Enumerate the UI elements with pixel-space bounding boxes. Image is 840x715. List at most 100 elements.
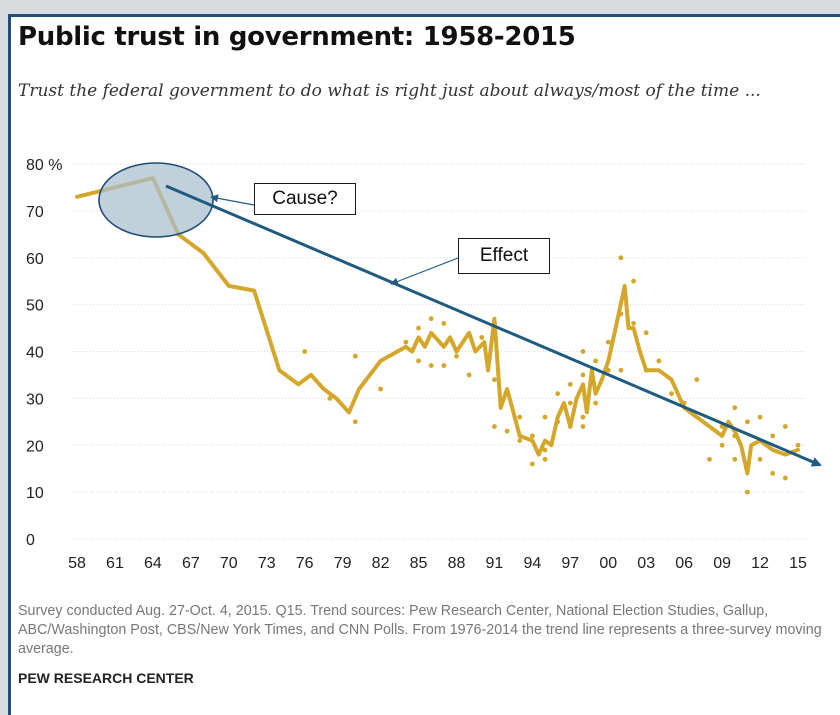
survey-dot [618,255,624,261]
x-tick-label: 88 [448,555,466,572]
survey-dot [492,424,497,429]
survey-dot [580,372,586,378]
x-tick-label: 61 [106,555,124,572]
x-tick-label: 06 [675,555,693,572]
footnote: Survey conducted Aug. 27-Oct. 4, 2015. Q… [18,603,822,657]
x-tick-label: 64 [144,555,162,572]
survey-dot [517,438,523,443]
survey-dot [403,339,409,345]
survey-dot [631,278,636,284]
effect-callout: Effect [458,238,550,274]
survey-dot [567,400,573,406]
source-credit: PEW RESEARCH CENTER [18,670,194,686]
survey-dot [504,428,510,434]
survey-dot [542,447,548,453]
survey-dot [707,456,712,462]
effect-pointer-arrow [390,257,459,286]
survey-dot [770,470,776,476]
x-tick-label: 79 [334,555,352,572]
x-tick-label: 91 [486,555,504,572]
survey-dot [529,461,535,467]
chart-frame [8,14,840,715]
x-tick-label: 70 [220,555,238,572]
survey-dot [580,414,586,420]
survey-dot [479,335,485,340]
survey-dot [441,363,447,368]
y-tick-labels: 0 10 20 30 40 50 60 70 80 % [26,157,62,549]
x-tick-label: 82 [372,555,390,572]
survey-dot [302,349,308,354]
x-tick-labels: 58 61 64 67 70 73 76 79 82 85 88 91 94 97 00 03 06 09 12 15 [68,555,807,572]
survey-dot [757,456,763,462]
survey-dot [428,363,434,368]
y-tick-label: 30 [26,391,44,408]
cause-pointer-arrow [210,194,255,206]
survey-dot [378,386,383,392]
chart-title: Public trust in government: 1958-2015 [18,22,576,52]
gridlines [72,163,805,540]
survey-dot [466,372,472,378]
x-tick-label: 58 [68,555,86,572]
y-tick-label: 60 [26,251,44,268]
x-tick-label: 85 [410,555,428,572]
survey-dot [782,424,788,429]
survey-dot [669,391,674,397]
cause-callout: Cause? [254,183,356,215]
survey-dot [352,353,358,359]
survey-dot [757,414,763,420]
survey-dot [352,419,358,425]
survey-dot [656,358,662,364]
y-tick-label: 70 [26,204,44,221]
x-tick-label: 76 [296,555,314,572]
x-tick-label: 12 [751,555,769,572]
x-tick-label: 73 [258,555,276,572]
effect-arrow [165,184,822,467]
survey-dot [529,433,535,439]
survey-dot [593,358,599,364]
survey-dot [732,456,738,462]
survey-dot [441,320,447,326]
x-tick-label: 94 [523,555,541,572]
x-tick-label: 97 [561,555,579,572]
x-tick-label: 03 [637,555,655,572]
survey-dot [745,419,750,425]
survey-dot [428,316,434,322]
survey-dot [555,391,561,397]
survey-dot [732,405,738,411]
survey-dot [618,367,624,373]
survey-dot [795,442,801,448]
x-tick-label: 15 [789,555,807,572]
survey-dot [593,400,599,406]
y-tick-label: 80 % [26,157,62,174]
survey-dot [719,442,725,448]
survey-dot [542,456,548,462]
survey-dot [605,339,611,345]
trust-chart: 0 10 20 30 40 50 60 70 80 % 58 61 64 67 70 73 76 79 82 85… [26,157,822,572]
survey-dot [782,475,788,481]
survey-dot [416,325,421,331]
trend-line [75,176,800,476]
survey-dot [631,320,636,326]
x-tick-label: 67 [182,555,200,572]
survey-dot [327,395,333,401]
survey-dot [517,414,523,420]
y-tick-label: 20 [26,438,44,455]
survey-dot [580,349,586,354]
survey-dot [580,424,586,429]
survey-dot [567,381,573,387]
y-tick-label: 10 [26,485,44,502]
survey-dot [416,358,421,364]
y-tick-label: 0 [26,532,35,549]
survey-dot [542,414,548,420]
survey-dots [302,255,801,495]
survey-dot [454,353,459,359]
survey-dot [492,377,497,383]
x-tick-label: 00 [599,555,617,572]
survey-dot [770,433,776,439]
chart-subtitle: Trust the federal government to do what … [18,81,761,101]
survey-dot [694,377,700,383]
survey-dot [745,489,750,495]
y-tick-label: 40 [26,345,44,362]
survey-dot [643,330,649,336]
x-tick-label: 09 [713,555,731,572]
